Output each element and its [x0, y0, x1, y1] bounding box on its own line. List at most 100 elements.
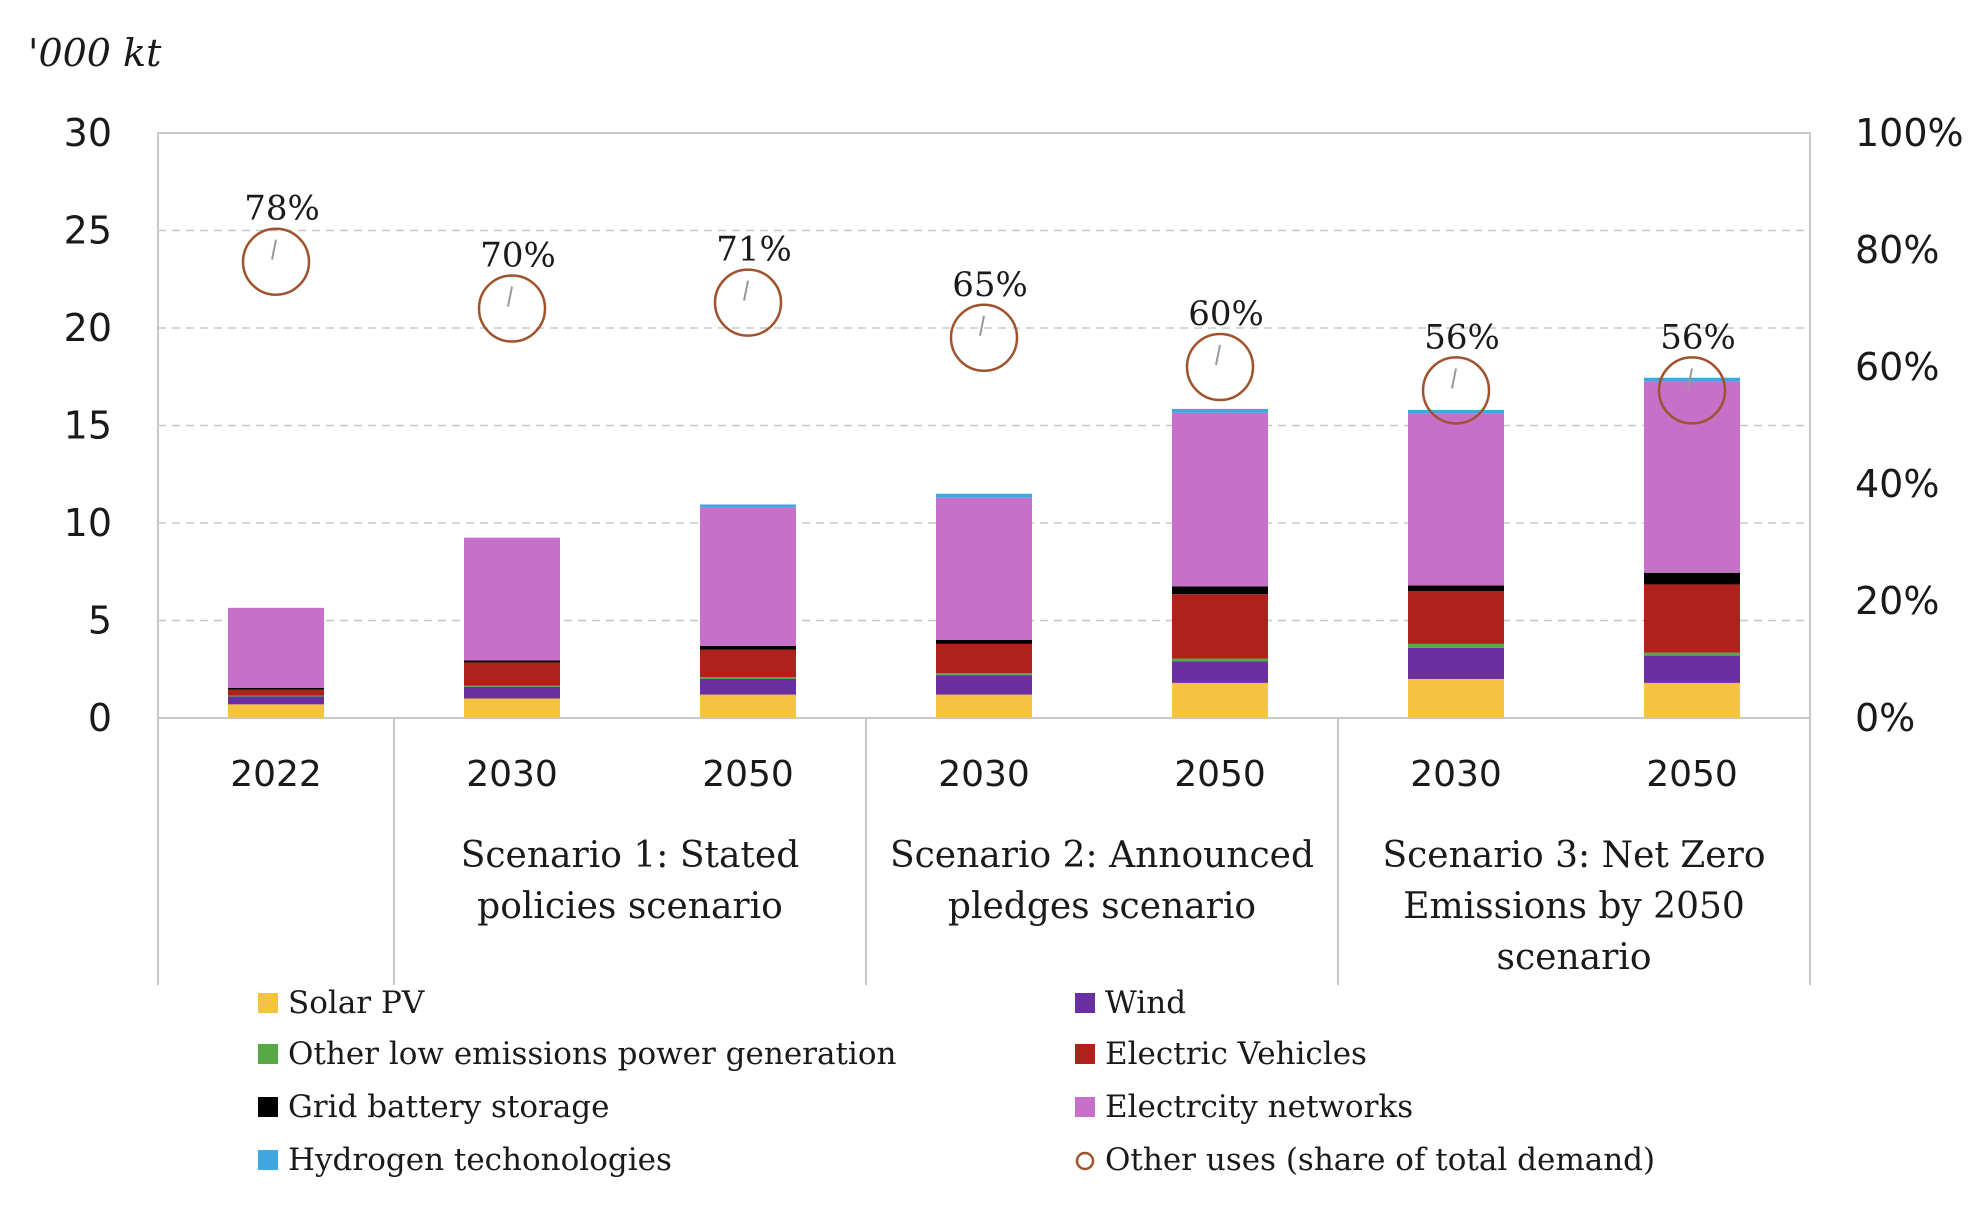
legend-swatch	[1075, 1097, 1095, 1117]
legend-label: Electrcity networks	[1105, 1089, 1413, 1125]
category-label: 2030	[466, 754, 558, 795]
other-uses-label: 56%	[1660, 317, 1736, 357]
bar-segment-3-2	[700, 649, 796, 678]
y-axis-unit-label: '000 kt	[28, 31, 162, 75]
bar-segment-0-0	[228, 704, 324, 718]
legend-swatch	[1075, 993, 1095, 1013]
bar-segment-0-3	[936, 694, 1032, 718]
bar-segment-1-6	[1644, 655, 1740, 683]
bar-segment-1-2	[700, 679, 796, 695]
category-label: 2050	[702, 754, 794, 795]
y-tick-label: 10	[64, 501, 112, 545]
bar-segment-0-5	[1408, 679, 1504, 718]
legend-label: Other low emissions power generation	[288, 1036, 897, 1072]
legend-label: Hydrogen techonologies	[288, 1142, 672, 1178]
bar-segment-4-1	[464, 660, 560, 663]
other-uses-marker	[949, 303, 1019, 372]
y2-tick-label: 100%	[1855, 111, 1964, 155]
y2-tick-label: 80%	[1855, 228, 1939, 272]
legend-label: Other uses (share of total demand)	[1105, 1142, 1655, 1178]
group-label: policies scenario	[477, 886, 783, 927]
bar-segment-0-6	[1644, 682, 1740, 718]
bars	[228, 377, 1740, 718]
other-uses-marker-tick	[1215, 344, 1221, 366]
other-uses-marker-tick	[1451, 368, 1457, 389]
y-tick-label: 15	[64, 404, 112, 448]
category-label: 2050	[1646, 754, 1738, 795]
category-label: 2030	[1410, 754, 1502, 795]
other-uses-label: 65%	[952, 265, 1028, 305]
legend-label: Wind	[1105, 985, 1186, 1021]
bar-segment-6-6	[1644, 377, 1740, 382]
legend-swatch	[1075, 1044, 1095, 1064]
bar-segment-2-4	[1172, 658, 1268, 662]
category-label: 2050	[1174, 754, 1266, 795]
y2-tick-label: 0%	[1855, 696, 1915, 740]
bar-segment-1-3	[936, 675, 1032, 695]
other-uses-marker-tick	[1687, 368, 1693, 389]
bar-segment-6-5	[1408, 409, 1504, 414]
bar-segment-4-0	[228, 687, 324, 690]
legend-swatch	[258, 993, 278, 1013]
y-tick-label: 30	[64, 111, 112, 155]
y2-tick-label: 40%	[1855, 462, 1939, 506]
bar-segment-3-4	[1172, 594, 1268, 659]
bar-segment-1-0	[228, 696, 324, 705]
bar-segment-4-3	[936, 640, 1032, 644]
bar-segment-5-0	[228, 607, 324, 688]
bar-segment-4-6	[1644, 572, 1740, 585]
group-label: Scenario 2: Announced	[890, 835, 1314, 876]
bar-segment-5-5	[1408, 413, 1504, 586]
legend: Solar PV Wind Other low emissions power ge…	[258, 985, 1655, 1178]
other-uses-marker-tick	[271, 239, 277, 260]
bar-segment-2-1	[464, 685, 560, 687]
bar-segment-5-3	[936, 497, 1032, 640]
legend-marker	[1075, 1151, 1095, 1171]
bar-segment-5-2	[700, 507, 796, 646]
bar-segment-3-5	[1408, 591, 1504, 644]
bar-segment-1-1	[464, 686, 560, 699]
other-uses-label: 70%	[480, 236, 556, 276]
bar-segment-3-1	[464, 662, 560, 686]
legend-label: Solar PV	[288, 985, 425, 1021]
other-uses-marker-tick	[743, 280, 749, 301]
other-uses-marker-tick	[507, 286, 513, 307]
bar-segment-4-2	[700, 645, 796, 650]
other-uses-label: 78%	[244, 189, 320, 229]
bar-segment-2-3	[936, 673, 1032, 676]
legend-swatch	[258, 1097, 278, 1117]
other-uses-marker	[1421, 356, 1491, 425]
y2-tick-label: 20%	[1855, 579, 1939, 623]
bar-segment-3-6	[1644, 584, 1740, 653]
bar-segment-3-0	[228, 689, 324, 696]
y2-tick-label: 60%	[1855, 345, 1939, 389]
bar-segment-1-5	[1408, 647, 1504, 679]
other-uses-marker	[477, 274, 547, 343]
bar-segment-6-2	[700, 504, 796, 508]
category-label: 2030	[938, 754, 1030, 795]
other-uses-label: 56%	[1424, 317, 1500, 357]
group-label: scenario	[1497, 937, 1652, 978]
y-tick-label: 5	[88, 599, 112, 643]
bar-segment-4-5	[1408, 585, 1504, 592]
bar-segment-5-6	[1644, 381, 1740, 573]
other-uses-label: 60%	[1188, 294, 1264, 334]
other-uses-marker	[1657, 356, 1727, 425]
axes: '000 kt 0 5 10 15 20 25 30 0% 20% 40% 60% 80% 100%	[28, 31, 1964, 740]
category-labels: 2022 2030 2050 2030 2050 2030 2050 Scenario 1: …	[157, 718, 1811, 985]
bar-segment-2-5	[1408, 643, 1504, 648]
bar-segment-5-4	[1172, 412, 1268, 587]
bar-segment-6-3	[936, 493, 1032, 498]
other-uses-marker	[713, 268, 783, 337]
other-uses-marker	[1185, 332, 1255, 402]
group-label: Scenario 1: Stated	[461, 835, 800, 876]
group-label: pledges scenario	[948, 886, 1256, 927]
bar-segment-2-0	[228, 695, 324, 697]
bar-segment-4-4	[1172, 586, 1268, 595]
legend-label: Grid battery storage	[288, 1089, 610, 1125]
other-uses-markers: 78% 70% 71% 65% 60% 56% 56%	[241, 189, 1736, 425]
bar-segment-0-1	[464, 698, 560, 718]
group-label: Scenario 3: Net Zero	[1382, 835, 1765, 876]
y-tick-label: 25	[64, 209, 112, 253]
